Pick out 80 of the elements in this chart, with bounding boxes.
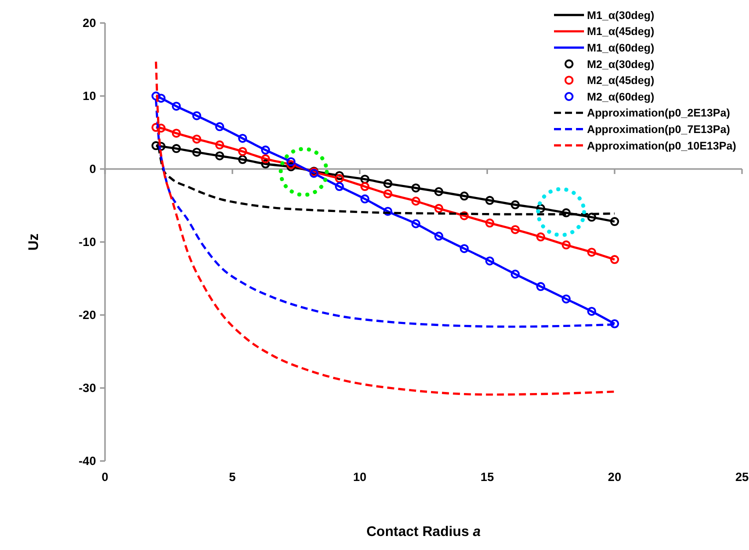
point <box>215 151 224 160</box>
point <box>334 171 344 180</box>
y-axis-title: Uz <box>25 233 41 251</box>
point <box>172 102 181 111</box>
point <box>192 148 202 157</box>
point <box>215 140 224 150</box>
point <box>510 225 520 234</box>
point <box>411 196 420 206</box>
point <box>587 306 596 316</box>
legend-label: M1_α(30deg) <box>587 10 655 22</box>
x-tick-label: 15 <box>480 470 494 484</box>
point <box>156 124 166 133</box>
point <box>360 182 370 192</box>
point <box>172 144 181 154</box>
point <box>485 218 494 228</box>
point <box>286 157 296 166</box>
point <box>172 128 181 138</box>
point <box>460 211 469 220</box>
point <box>562 294 571 304</box>
point <box>562 240 571 250</box>
x-tick-label: 10 <box>353 470 367 484</box>
y-tick-label: -30 <box>78 381 96 396</box>
point <box>261 146 270 155</box>
point <box>238 134 248 143</box>
point <box>587 212 596 222</box>
x-tick-label: 25 <box>735 470 749 484</box>
point <box>192 134 202 144</box>
point <box>151 92 160 100</box>
legend-label: Approximation(p0_2E13Pa) <box>587 108 730 120</box>
y-tick-label: 0 <box>89 162 96 176</box>
point <box>460 192 469 201</box>
legend-label: Approximation(p0_10E13Pa) <box>587 140 736 152</box>
point <box>510 270 520 279</box>
point <box>460 244 469 254</box>
x-axis-title: Contact Radius a <box>366 523 481 539</box>
x-tick-label: 20 <box>608 470 622 484</box>
legend-label: M2_α(30deg) <box>587 58 655 71</box>
point <box>151 122 160 132</box>
y-tick-label: -40 <box>78 454 96 468</box>
point <box>261 159 270 168</box>
point <box>383 179 392 188</box>
point <box>485 196 494 205</box>
point <box>360 194 370 204</box>
legend-label: M1_α(45deg) <box>587 26 655 38</box>
x-tick-label: 0 <box>102 470 109 484</box>
point <box>156 142 166 151</box>
y-tick-label: 20 <box>82 16 96 30</box>
point <box>411 183 420 192</box>
point <box>238 155 248 164</box>
legend-label: Approximation(p0_7E13Pa) <box>587 124 730 136</box>
point <box>334 182 344 192</box>
point <box>536 232 546 242</box>
legend-label: M2_α(60deg) <box>587 91 655 104</box>
point <box>383 189 392 198</box>
point <box>261 154 270 164</box>
point <box>610 255 620 264</box>
legend-label: M2_α(45deg) <box>587 75 655 88</box>
point <box>562 208 571 218</box>
point <box>238 146 248 156</box>
point <box>536 282 546 292</box>
point <box>485 256 494 266</box>
x-tick-label: 5 <box>229 470 236 484</box>
point <box>610 217 620 226</box>
point <box>192 111 202 120</box>
point <box>510 200 520 210</box>
point <box>536 204 546 213</box>
legend-label: M1_α(60deg) <box>587 42 655 54</box>
point <box>434 187 444 196</box>
point <box>434 204 444 213</box>
point <box>411 219 420 228</box>
y-tick-label: -20 <box>78 308 96 322</box>
point <box>334 174 344 183</box>
point <box>434 232 444 241</box>
y-tick-label: 10 <box>82 89 96 104</box>
point <box>383 206 392 216</box>
point <box>360 174 370 184</box>
point <box>215 122 224 132</box>
point <box>610 319 620 328</box>
point <box>587 248 596 257</box>
y-tick-label: -10 <box>78 235 96 250</box>
